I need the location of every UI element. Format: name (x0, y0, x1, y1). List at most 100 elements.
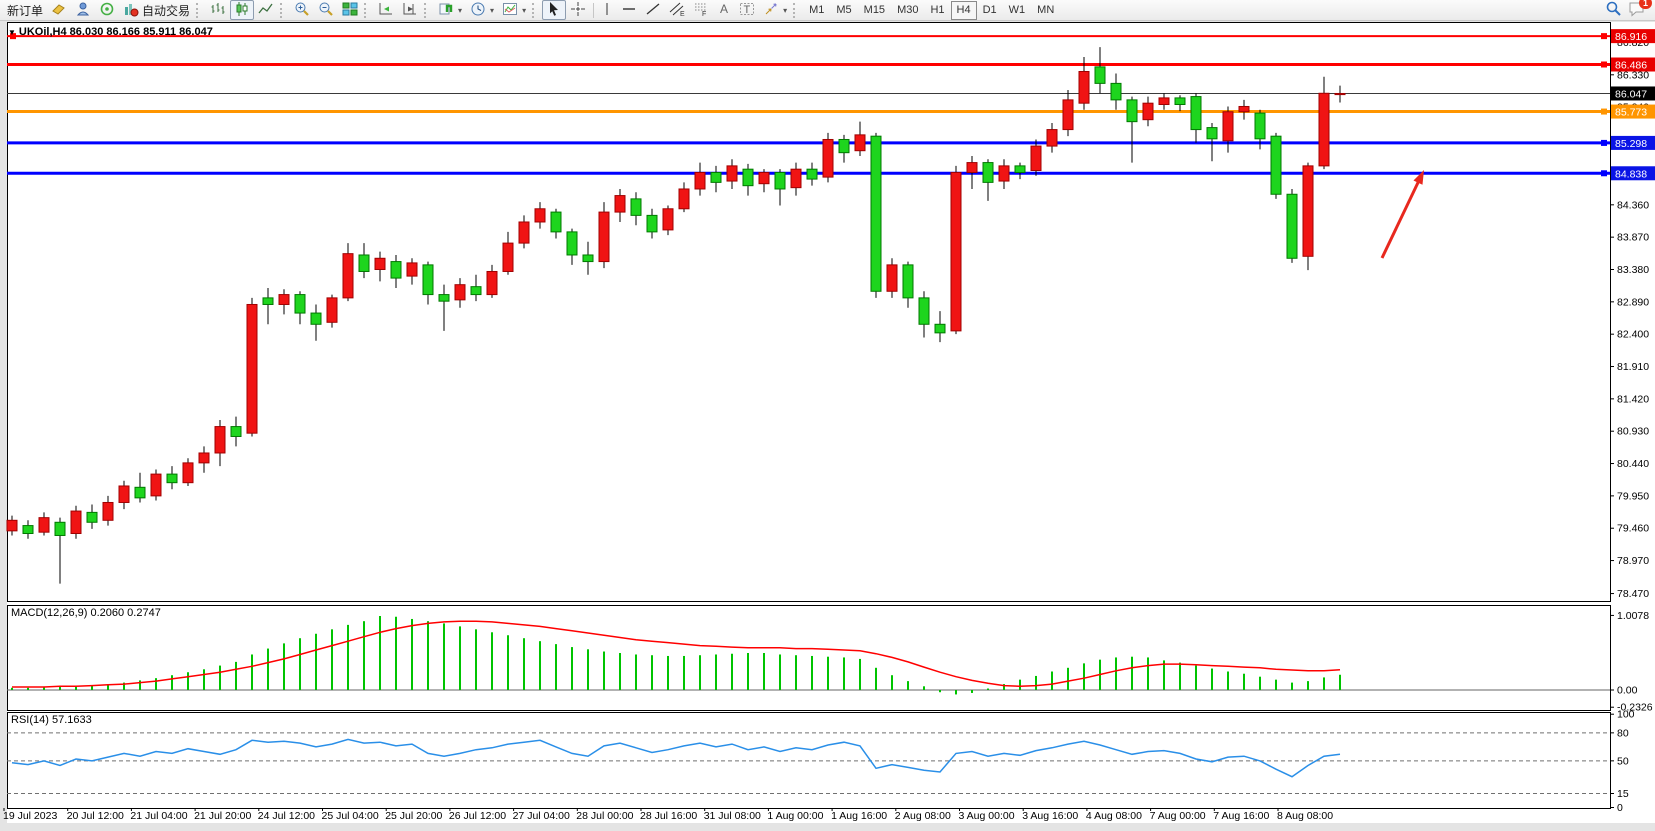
svg-text:28 Jul 00:00: 28 Jul 00:00 (576, 810, 633, 822)
shapes-button[interactable]: ▾ (759, 0, 791, 20)
periods-button[interactable]: ▾ (466, 0, 498, 20)
channel-button[interactable]: E (665, 0, 689, 20)
chevron-down-icon: ▾ (783, 5, 788, 15)
svg-text:28 Jul 16:00: 28 Jul 16:00 (640, 810, 697, 822)
svg-text:84.360: 84.360 (1617, 199, 1649, 211)
svg-text:31 Jul 08:00: 31 Jul 08:00 (704, 810, 761, 822)
svg-text:83.380: 83.380 (1617, 264, 1649, 276)
shapes-icon (763, 1, 779, 20)
toolbar-grip (532, 2, 538, 18)
line-handle[interactable] (1601, 108, 1607, 115)
line-handle[interactable] (1601, 61, 1607, 68)
toolbar: 新订单 自动交易 ▾ ▾ ▾ E F A T ▾ M1 M5 M15 M30 H… (0, 0, 1655, 21)
zoom-in-icon (294, 1, 310, 20)
svg-text:81.910: 81.910 (1617, 361, 1649, 373)
vertical-line-icon (601, 1, 613, 20)
text-label-button[interactable]: T (735, 0, 759, 20)
svg-text:2 Aug 08:00: 2 Aug 08:00 (895, 810, 951, 822)
time-axis[interactable]: 19 Jul 2023 20 Jul 12:00 21 Jul 04:00 21 Ju… (3, 808, 1333, 822)
svg-text:81.420: 81.420 (1617, 393, 1649, 405)
search-icon[interactable] (1605, 0, 1622, 20)
market-watch-button[interactable] (71, 0, 95, 20)
svg-text:3 Aug 16:00: 3 Aug 16:00 (1022, 810, 1078, 822)
chart-profile-icon (51, 1, 67, 20)
tab-m15[interactable]: M15 (863, 3, 886, 16)
line-handle[interactable] (1601, 139, 1607, 146)
svg-text:8 Aug 08:00: 8 Aug 08:00 (1277, 810, 1333, 822)
add-indicator-button[interactable]: ▾ (434, 0, 466, 20)
horizontal-level-lines[interactable] (7, 33, 1610, 177)
toolbar-grip (196, 2, 202, 18)
candlestick-button[interactable] (230, 0, 255, 20)
line-handle[interactable] (1601, 33, 1607, 40)
tab-m30[interactable]: M30 (897, 3, 919, 16)
chat-icon[interactable]: 1 (1628, 0, 1652, 20)
svg-text:80: 80 (1617, 727, 1629, 739)
tab-d1[interactable]: D1 (982, 3, 997, 16)
bar-chart-button[interactable] (206, 0, 230, 20)
tab-h4[interactable]: H4 (950, 0, 977, 20)
svg-text:80.930: 80.930 (1617, 426, 1649, 438)
market-watch-icon (75, 1, 91, 20)
tab-m1[interactable]: M1 (809, 3, 825, 16)
line-handle[interactable] (10, 33, 16, 40)
templates-icon (502, 1, 518, 20)
text-label-icon: T (739, 1, 755, 20)
chevron-down-icon: ▾ (490, 5, 495, 15)
tile-windows-button[interactable] (338, 0, 362, 20)
line-chart-button[interactable] (254, 0, 278, 20)
chart-shift-icon (402, 1, 418, 20)
auto-scroll-button[interactable] (374, 0, 398, 20)
vertical-line-button[interactable] (597, 0, 617, 20)
price-badges: 86.916 86.486 86.047 85.773 85.298 84.838 (1611, 29, 1655, 181)
svg-text:79.950: 79.950 (1617, 490, 1649, 502)
auto-trading-button[interactable]: 自动交易 (119, 0, 194, 20)
svg-text:15: 15 (1617, 788, 1629, 800)
horizontal-line-icon (621, 1, 637, 20)
crosshair-button[interactable] (566, 0, 590, 20)
svg-text:86.330: 86.330 (1617, 69, 1649, 81)
svg-text:100: 100 (1617, 709, 1635, 721)
rsi-indicator-label: RSI(14) 57.1633 (11, 714, 92, 726)
trend-arrow[interactable] (1380, 170, 1424, 259)
cursor-button[interactable] (542, 0, 567, 20)
templates-button[interactable]: ▾ (498, 0, 530, 20)
svg-text:78.970: 78.970 (1617, 555, 1649, 567)
signal-icon (99, 1, 115, 20)
auto-trading-icon (123, 1, 139, 20)
horizontal-line-button[interactable] (617, 0, 641, 20)
svg-text:84.838: 84.838 (1615, 168, 1647, 180)
toolbar-grip (280, 2, 286, 18)
svg-text:80.440: 80.440 (1617, 458, 1649, 470)
new-order-button[interactable]: 新订单 (3, 0, 47, 20)
svg-text:0: 0 (1617, 802, 1623, 814)
line-handle[interactable] (1601, 170, 1607, 177)
macd-indicator-label: MACD(12,26,9) 0.2060 0.2747 (11, 607, 161, 619)
new-order-label: 新订单 (7, 3, 44, 18)
fibonacci-button[interactable]: F (689, 0, 713, 20)
toolbar-grip (424, 2, 430, 18)
svg-text:3 Aug 00:00: 3 Aug 00:00 (959, 810, 1015, 822)
chart-shift-button[interactable] (398, 0, 422, 20)
rsi-line (11, 738, 1341, 778)
zoom-out-icon (318, 1, 334, 20)
periods-clock-icon (470, 1, 486, 20)
line-chart-icon (258, 1, 274, 20)
tab-m5[interactable]: M5 (836, 3, 852, 16)
svg-text:85.298: 85.298 (1615, 138, 1647, 150)
toolbar-right-group: 1 (1605, 0, 1652, 20)
chart-ohlc-values: 86.030 86.166 85.911 86.047 (69, 26, 213, 38)
chart-profile-button[interactable] (47, 0, 71, 20)
zoom-out-button[interactable] (314, 0, 338, 20)
svg-text:27 Jul 04:00: 27 Jul 04:00 (513, 810, 570, 822)
svg-text:82.400: 82.400 (1617, 329, 1649, 341)
tab-h1[interactable]: H1 (930, 3, 945, 16)
trendline-button[interactable] (641, 0, 665, 20)
svg-text:7 Aug 00:00: 7 Aug 00:00 (1150, 810, 1206, 822)
text-button[interactable]: A (713, 0, 735, 20)
signal-button[interactable] (95, 0, 119, 20)
zoom-in-button[interactable] (290, 0, 314, 20)
tab-w1[interactable]: W1 (1008, 3, 1026, 16)
tab-mn[interactable]: MN (1037, 3, 1055, 16)
